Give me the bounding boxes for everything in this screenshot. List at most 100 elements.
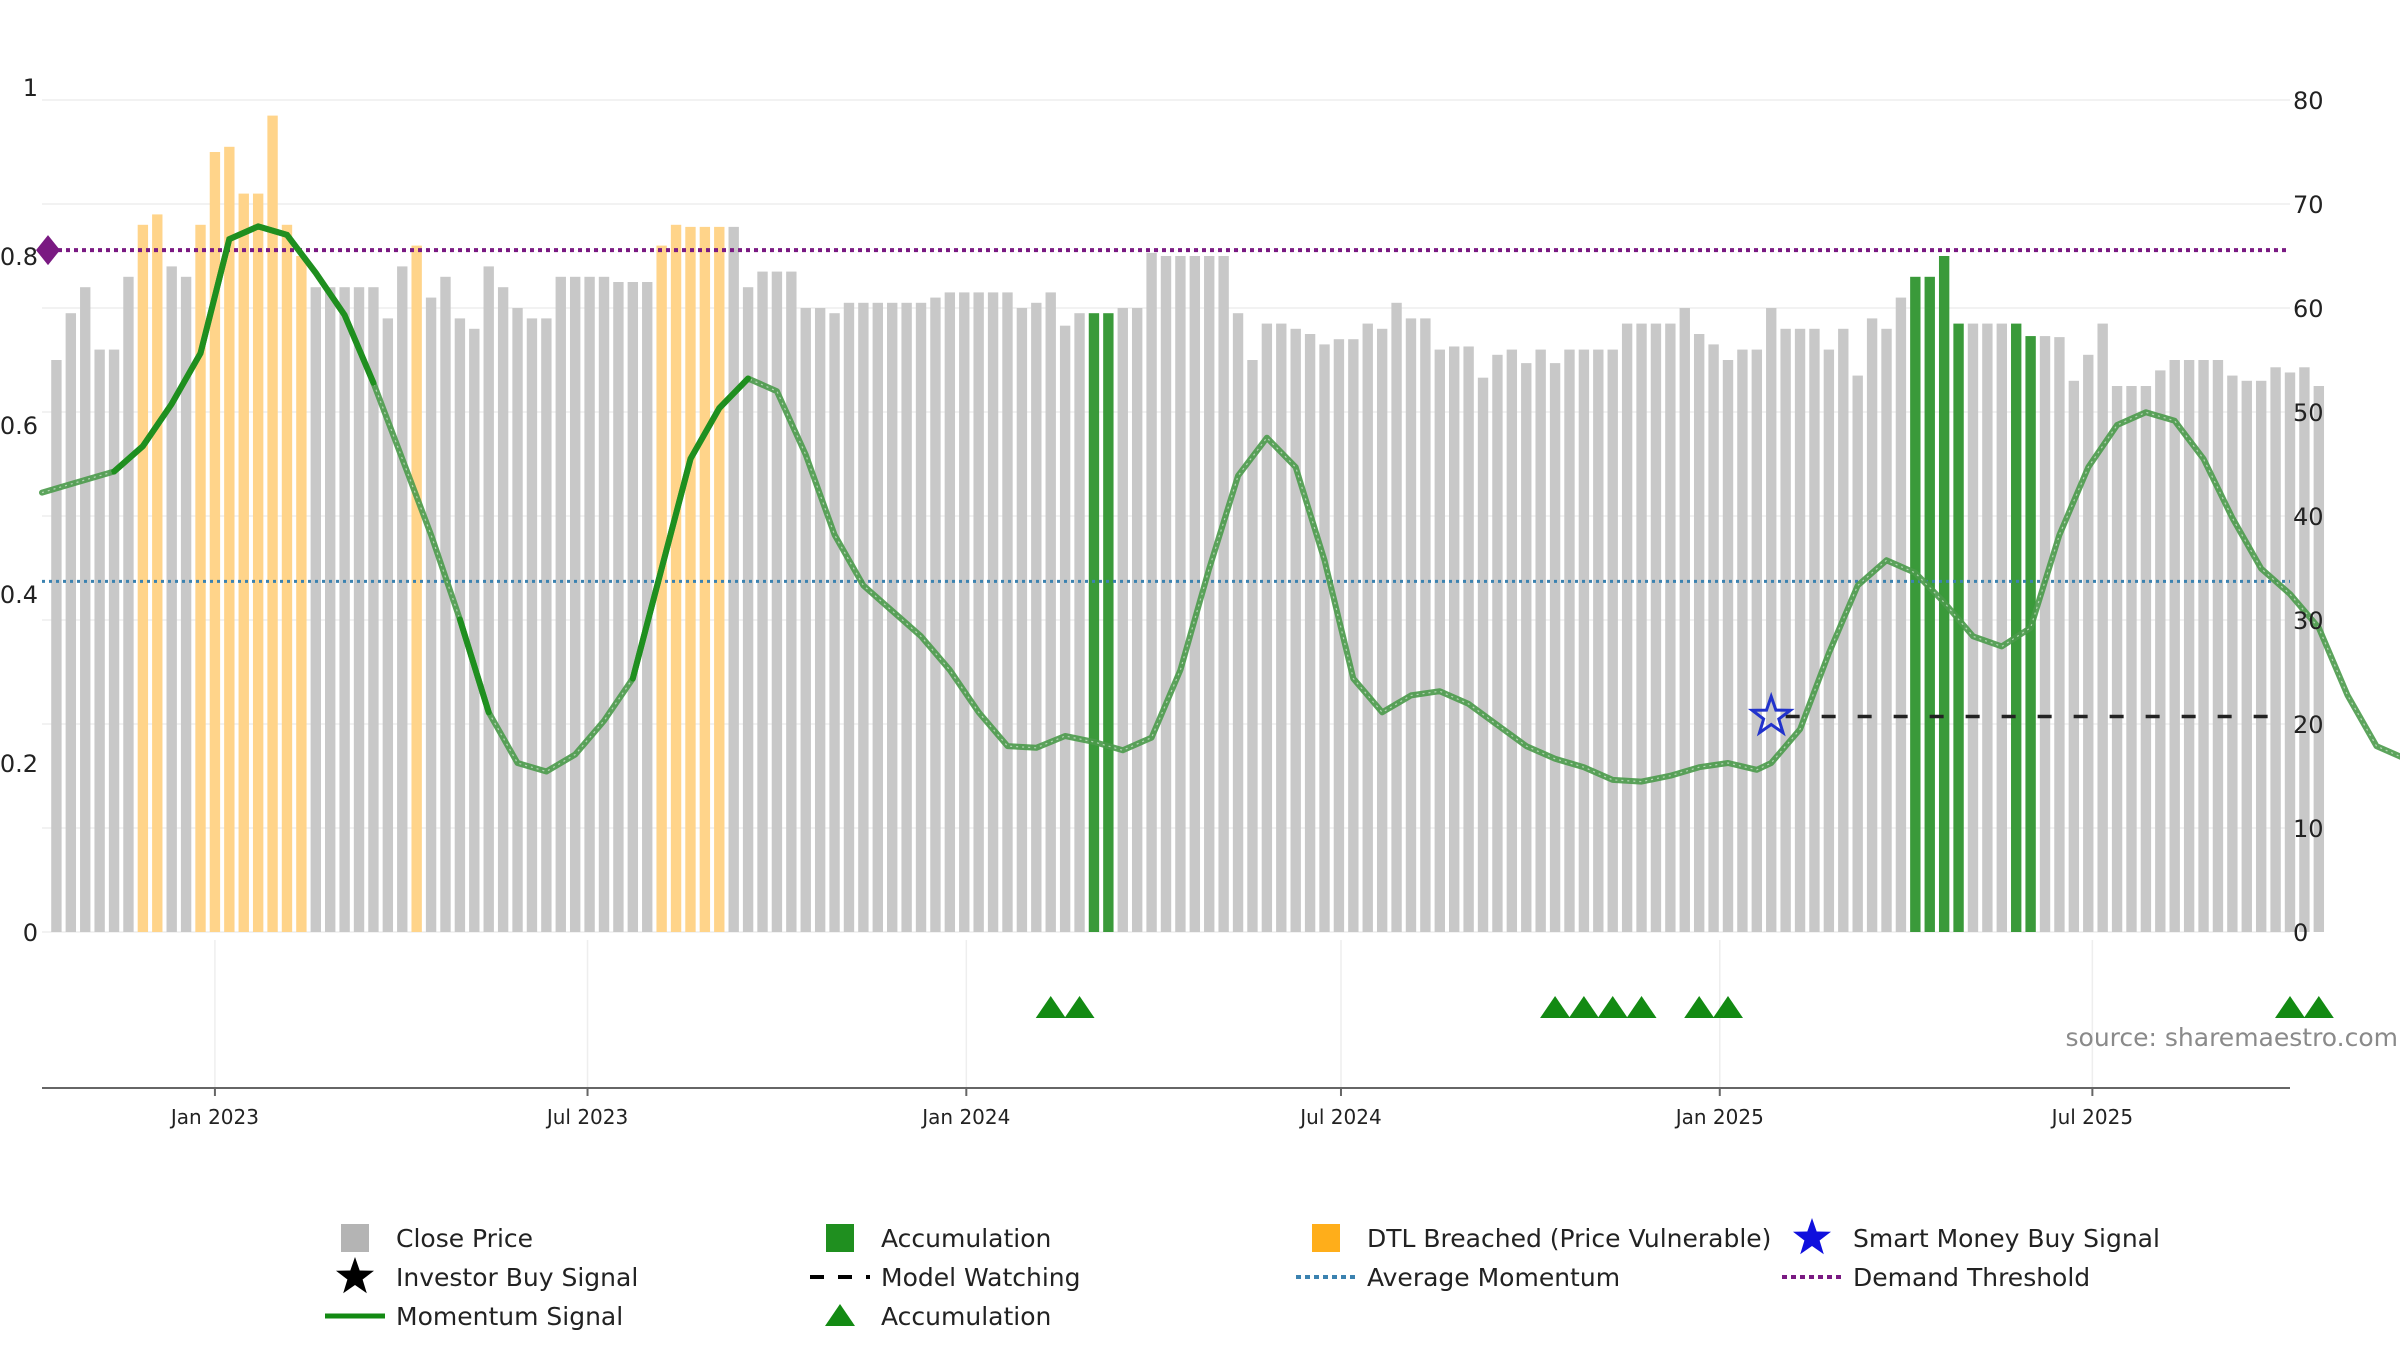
close-price-bar — [1996, 323, 2007, 933]
legend-item: Investor Buy Signal — [336, 1257, 638, 1294]
close-price-bar — [1016, 308, 1028, 932]
close-price-bar — [656, 245, 667, 933]
close-price-bar — [2212, 360, 2224, 932]
close-price-bar — [1031, 302, 1042, 932]
close-price-bar — [1247, 360, 1258, 932]
close-price-bar — [1348, 339, 1359, 932]
close-price-bar — [959, 292, 970, 932]
close-price-bar — [310, 287, 321, 932]
close-price-bar — [368, 287, 379, 932]
x-tick-label: Jan 2025 — [1674, 1105, 1764, 1129]
close-price-bar — [1117, 308, 1128, 932]
close-price-bar — [2068, 380, 2080, 932]
close-price-bar — [1420, 318, 1431, 932]
x-tick-label: Jul 2024 — [1298, 1105, 1381, 1129]
y-right-tick-label: 70 — [2293, 191, 2324, 219]
close-price-bar — [2140, 386, 2152, 932]
close-price-bar — [238, 193, 249, 933]
close-price-bar — [224, 146, 235, 933]
close-price-bar — [786, 271, 797, 933]
close-price-bar — [555, 276, 566, 932]
close-price-bar — [1578, 349, 1590, 933]
close-price-bar — [1189, 256, 1201, 932]
legend-item: DTL Breached (Price Vulnerable) — [1312, 1224, 1771, 1253]
y-right-tick-label: 50 — [2293, 399, 2324, 427]
axes: Jan 2023 Jul 2023 Jan 2024 Jul 2024 Jan 2025… — [0, 74, 2324, 1129]
close-price-bar — [1391, 302, 1402, 932]
close-price-bar — [483, 266, 494, 932]
close-price-bar — [281, 224, 293, 933]
close-price-bar — [1232, 313, 1244, 932]
close-price-bar — [2169, 360, 2180, 932]
close-price-bar — [1434, 349, 1445, 933]
close-price-bar — [541, 318, 552, 932]
legend-label: Investor Buy Signal — [396, 1263, 638, 1292]
close-price-bar — [670, 224, 682, 933]
legend-item: Accumulation — [825, 1302, 1051, 1331]
legend-item: Demand Threshold — [1782, 1263, 2090, 1292]
close-price-bar — [1103, 313, 1114, 932]
close-price-bar — [584, 276, 595, 932]
accumulation-triangle — [1064, 996, 1095, 1018]
legend-label: Accumulation — [881, 1302, 1051, 1331]
close-price-bar — [1722, 360, 1734, 932]
legend-item: Accumulation — [826, 1224, 1051, 1253]
close-price-bar — [1679, 308, 1690, 932]
legend: Close Price Accumulation DTL Breached (Pri… — [325, 1218, 2160, 1331]
accumulation-triangle — [1684, 996, 1715, 1018]
close-price-bar — [757, 271, 768, 933]
close-price-bar — [1708, 344, 1719, 932]
close-price-bar — [1953, 323, 1964, 933]
close-price-bar — [425, 297, 437, 933]
close-price-bar — [1521, 363, 1532, 932]
y-left-tick-label: 0.8 — [0, 243, 38, 271]
green-triangle-icon — [825, 1304, 855, 1326]
close-price-bar — [843, 302, 855, 932]
legend-item: Smart Money Buy Signal — [1793, 1218, 2160, 1255]
close-price-bar — [569, 276, 581, 932]
close-price-bar — [1650, 323, 1662, 933]
close-price-bar — [252, 193, 264, 933]
close-price-bar — [1794, 328, 1806, 932]
demand-threshold-marker — [36, 235, 60, 266]
close-price-bar — [1146, 252, 1157, 932]
accumulation-triangle — [1568, 996, 1599, 1018]
close-price-bar — [51, 360, 62, 932]
source-label: source: sharemaestro.com — [2066, 1023, 2399, 1052]
y-right-tick-label: 20 — [2293, 711, 2324, 739]
close-price-bar — [1463, 346, 1474, 933]
momentum-signal-highlight — [629, 375, 752, 682]
accumulation-triangle — [1035, 996, 1066, 1018]
close-price-bar — [1938, 256, 1950, 932]
orange-square-icon — [1312, 1224, 1340, 1252]
close-price-bar — [94, 349, 105, 933]
legend-label: Model Watching — [881, 1263, 1081, 1292]
y-right-tick-label: 30 — [2293, 607, 2324, 635]
close-price-bar — [1131, 308, 1143, 932]
close-price-bar — [2126, 386, 2137, 932]
close-price-bar — [65, 313, 77, 932]
close-price-bar — [1175, 256, 1186, 932]
close-price-bar — [1506, 349, 1518, 933]
close-price-bar — [1304, 334, 1316, 932]
close-price-bar — [1636, 323, 1647, 933]
close-price-bar — [2198, 360, 2209, 932]
close-price-bar — [829, 313, 840, 932]
close-price-bar — [1549, 363, 1561, 932]
momentum-signal-highlight — [111, 223, 377, 475]
y-left-tick-label: 0.6 — [0, 412, 38, 440]
x-tick-label: Jul 2023 — [545, 1105, 628, 1129]
close-price-bar — [1881, 328, 1892, 932]
close-price-bar — [209, 152, 221, 932]
signal-lines — [39, 223, 2400, 785]
close-price-bar — [1809, 328, 1820, 932]
close-price-bar — [1449, 346, 1460, 933]
close-price-bar — [800, 308, 811, 932]
close-price-bar — [1204, 256, 1215, 932]
close-price-bar — [1895, 297, 1907, 933]
close-price-bar — [1319, 344, 1330, 932]
close-price-bar — [930, 297, 941, 933]
y-right-tick-label: 10 — [2293, 815, 2324, 843]
legend-label: DTL Breached (Price Vulnerable) — [1367, 1224, 1771, 1253]
